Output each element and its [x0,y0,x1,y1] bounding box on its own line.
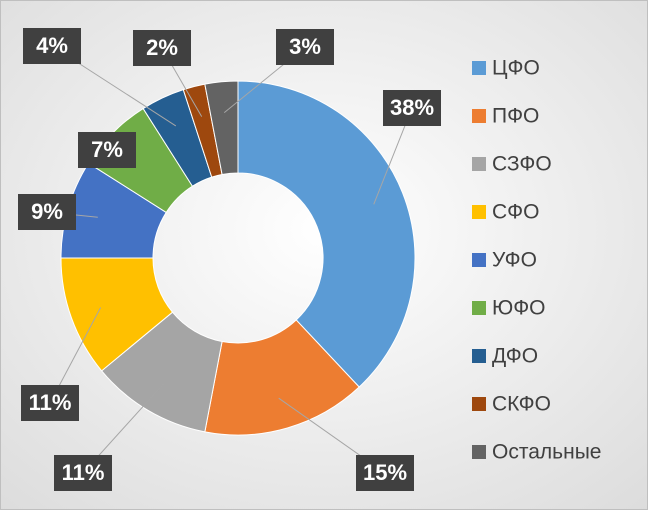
label-box [21,385,79,421]
legend-swatch [472,205,486,219]
data-label: 9% [31,199,63,224]
data-label: 7% [91,137,123,162]
data-label: 2% [146,35,178,60]
legend-label: УФО [492,249,537,272]
donut-slice [237,80,416,388]
label-box [78,132,136,168]
data-label: 11% [29,390,72,415]
data-label: 4% [36,33,68,58]
legend-swatch [472,301,486,315]
donut-slice [204,319,360,436]
label-box [18,194,76,230]
legend-label: ПФО [492,105,539,128]
donut-slice [204,80,239,176]
legend-swatch [472,109,486,123]
legend-label: ДФО [492,345,538,368]
data-label: 11% [62,460,105,485]
legend-swatch [472,445,486,459]
label-box [383,90,441,126]
legend-swatch [472,397,486,411]
legend-label: Остальные [492,441,601,464]
legend-swatch [472,253,486,267]
label-box [356,455,414,491]
legend-label: ЦФО [492,57,540,80]
legend-swatch [472,349,486,363]
data-label: 15% [363,460,407,485]
legend-swatch [472,61,486,75]
data-label: 38% [390,95,434,120]
legend-label: ЮФО [492,297,546,320]
legend-label: СКФО [492,393,551,416]
legend-label: СЗФО [492,153,552,176]
data-label: 3% [289,34,321,59]
label-box [276,29,334,65]
legend-label: СФО [492,201,539,224]
legend-swatch [472,157,486,171]
label-box [54,455,112,491]
label-box [133,30,191,66]
label-box [23,28,81,64]
